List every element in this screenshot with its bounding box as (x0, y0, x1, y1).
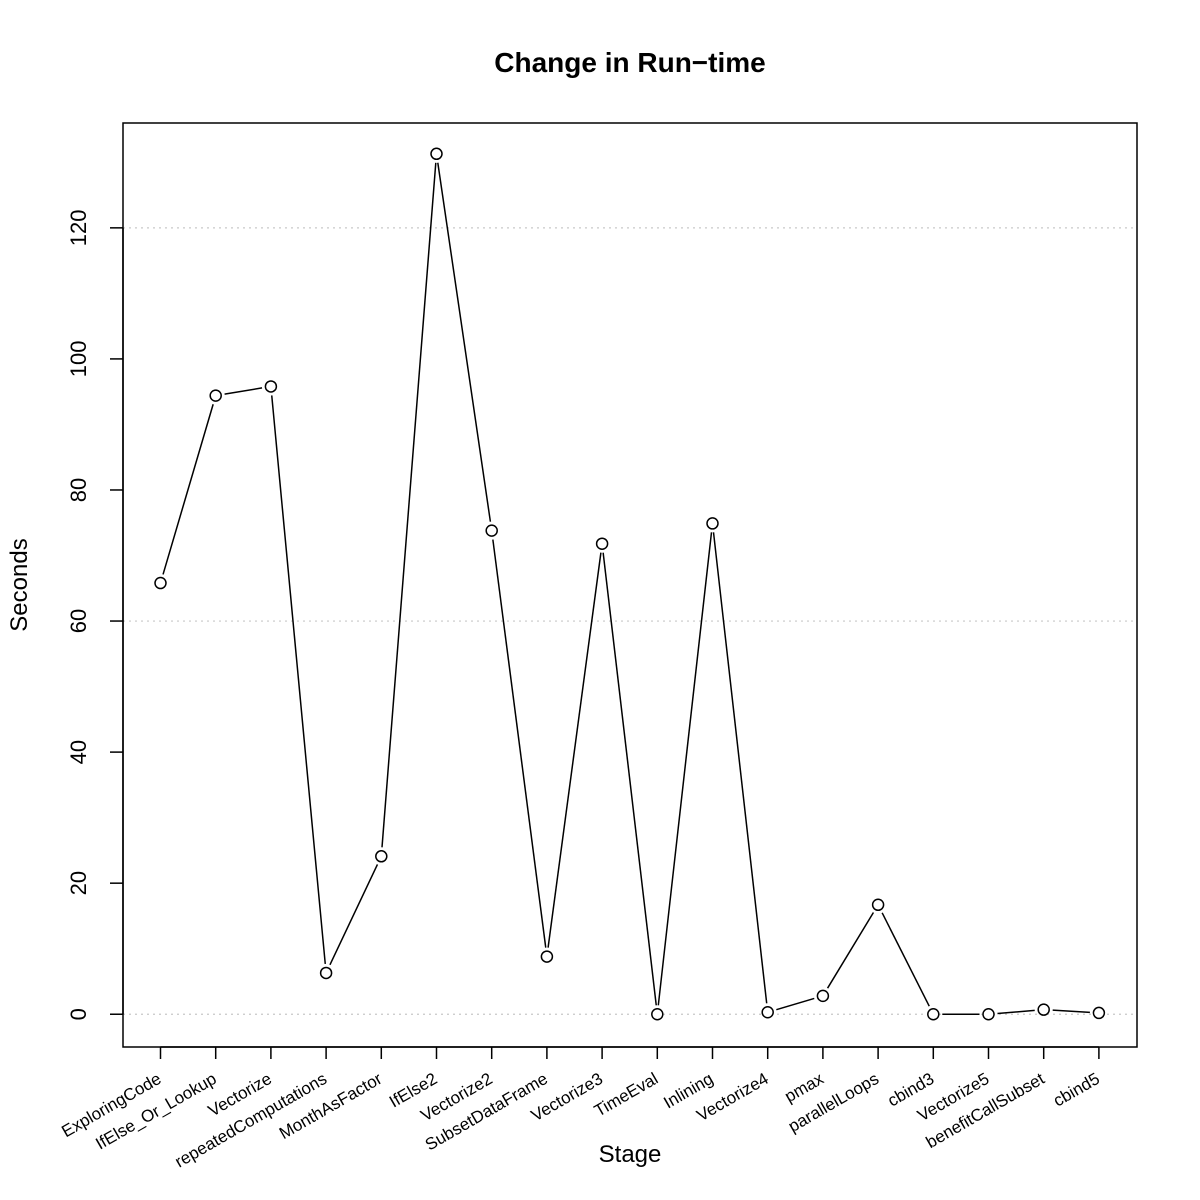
data-point (264, 380, 278, 393)
data-point (871, 898, 885, 912)
series-segment (657, 532, 713, 1006)
y-tick-label-20: 20 (66, 871, 91, 895)
y-tick-label-100: 100 (66, 341, 91, 378)
data-point (319, 966, 333, 980)
y-tick-label-120: 120 (66, 209, 91, 246)
gridlines (123, 227, 1137, 1015)
data-point (1037, 1003, 1050, 1016)
chart-title: Change in Run−time (494, 47, 765, 78)
data-point (375, 850, 388, 863)
y-tick-label-0: 0 (66, 1008, 91, 1020)
data-point (1092, 1006, 1106, 1020)
series-segment (224, 387, 263, 395)
data-point (651, 1007, 664, 1021)
x-axis: ExploringCodeIfElse_Or_LookupVectorizere… (58, 1046, 1103, 1171)
series-segment (547, 552, 602, 948)
series-segment (881, 912, 930, 1007)
data-point (706, 517, 719, 530)
data-point (540, 950, 554, 963)
series-segment (162, 404, 214, 575)
y-axis: 0 20 40 60 80 100 120 (66, 209, 124, 1020)
data-point (816, 989, 830, 1003)
series-segment (776, 997, 815, 1011)
x-tick-label: cbind5 (1050, 1069, 1103, 1111)
x-axis-label: Stage (599, 1141, 662, 1168)
y-axis-label: Seconds (6, 538, 33, 631)
data-point (485, 524, 498, 537)
series-runtime (154, 147, 1106, 1021)
series-segment (270, 395, 327, 965)
data-point (927, 1007, 940, 1021)
series-segment (712, 532, 768, 1004)
series-segment (602, 552, 657, 1006)
data-point (595, 537, 609, 550)
y-tick-label-80: 80 (66, 478, 91, 502)
y-tick-label-40: 40 (66, 740, 91, 764)
data-point (761, 1006, 774, 1019)
series-segment (329, 864, 379, 966)
series-segment (492, 539, 547, 948)
series-segment (381, 162, 437, 848)
series-segment (826, 912, 875, 989)
data-point (430, 147, 443, 161)
data-point (982, 1007, 995, 1021)
data-point (209, 389, 222, 402)
series-segment (437, 162, 492, 522)
series-segment (1052, 1009, 1090, 1014)
y-tick-label-60: 60 (66, 609, 91, 633)
data-point (154, 576, 167, 590)
plot-frame (122, 122, 1138, 1048)
x-tick-label: TimeEval (591, 1069, 661, 1121)
series-segment (997, 1009, 1035, 1015)
